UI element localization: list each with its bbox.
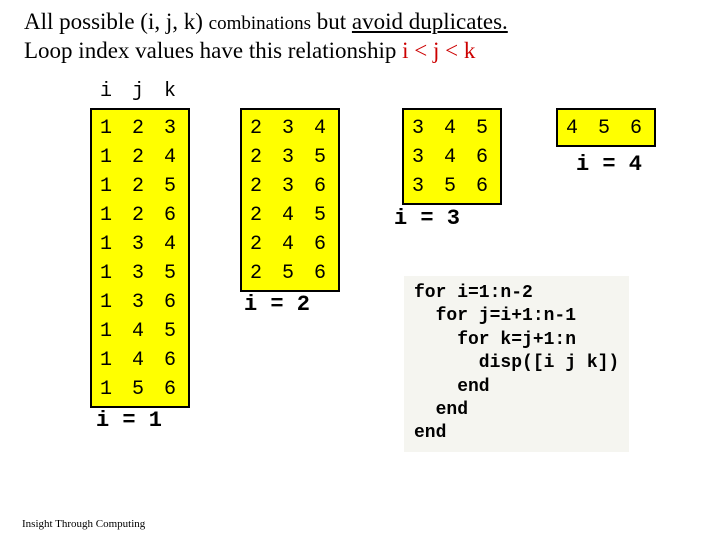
triplet-row: 2 4 6 bbox=[250, 230, 330, 259]
triplet-row: 1 3 4 bbox=[100, 230, 180, 259]
triplet-column-i1: 1 2 31 2 41 2 51 2 61 3 41 3 51 3 61 4 5… bbox=[90, 108, 190, 408]
ijk-column-header: i j k bbox=[100, 80, 180, 103]
triplet-row: 2 3 6 bbox=[250, 172, 330, 201]
triplet-row: 1 2 5 bbox=[100, 172, 180, 201]
title-combinations: combinations bbox=[209, 13, 311, 34]
triplet-row: 2 3 4 bbox=[250, 114, 330, 143]
triplet-row: 2 5 6 bbox=[250, 259, 330, 288]
triplet-row: 3 5 6 bbox=[412, 172, 492, 201]
i-equals-1-label: i = 1 bbox=[96, 408, 162, 433]
triplet-row: 1 3 6 bbox=[100, 288, 180, 317]
title-avoid: avoid duplicates. bbox=[352, 9, 508, 34]
triplet-row: 3 4 5 bbox=[412, 114, 492, 143]
i-equals-3-label: i = 3 bbox=[394, 206, 460, 231]
triplet-row: 3 4 6 bbox=[412, 143, 492, 172]
triplet-row: 1 5 6 bbox=[100, 375, 180, 404]
footer-credit: Insight Through Computing bbox=[22, 518, 145, 530]
triplet-row: 1 3 5 bbox=[100, 259, 180, 288]
triplet-row: 1 2 6 bbox=[100, 201, 180, 230]
title-part-b: but bbox=[311, 9, 352, 34]
triplet-column-i3: 3 4 53 4 63 5 6 bbox=[402, 108, 502, 205]
title-part-a: All possible (i, j, k) bbox=[24, 9, 209, 34]
title-relationship: i < j < k bbox=[402, 38, 475, 63]
i-equals-4-label: i = 4 bbox=[576, 152, 642, 177]
triplet-row: 1 2 3 bbox=[100, 114, 180, 143]
triplet-column-i2: 2 3 42 3 52 3 62 4 52 4 62 5 6 bbox=[240, 108, 340, 292]
title-line2-a: Loop index values have this relationship bbox=[24, 38, 402, 63]
triplet-row: 1 4 6 bbox=[100, 346, 180, 375]
triplet-row: 4 5 6 bbox=[566, 114, 646, 143]
nested-loop-code: for i=1:n-2 for j=i+1:n-1 for k=j+1:n di… bbox=[404, 276, 629, 452]
slide-title: All possible (i, j, k) combinations but … bbox=[24, 8, 696, 66]
triplet-row: 2 3 5 bbox=[250, 143, 330, 172]
triplet-row: 2 4 5 bbox=[250, 201, 330, 230]
triplet-column-i4: 4 5 6 bbox=[556, 108, 656, 147]
triplet-row: 1 4 5 bbox=[100, 317, 180, 346]
i-equals-2-label: i = 2 bbox=[244, 292, 310, 317]
triplet-row: 1 2 4 bbox=[100, 143, 180, 172]
